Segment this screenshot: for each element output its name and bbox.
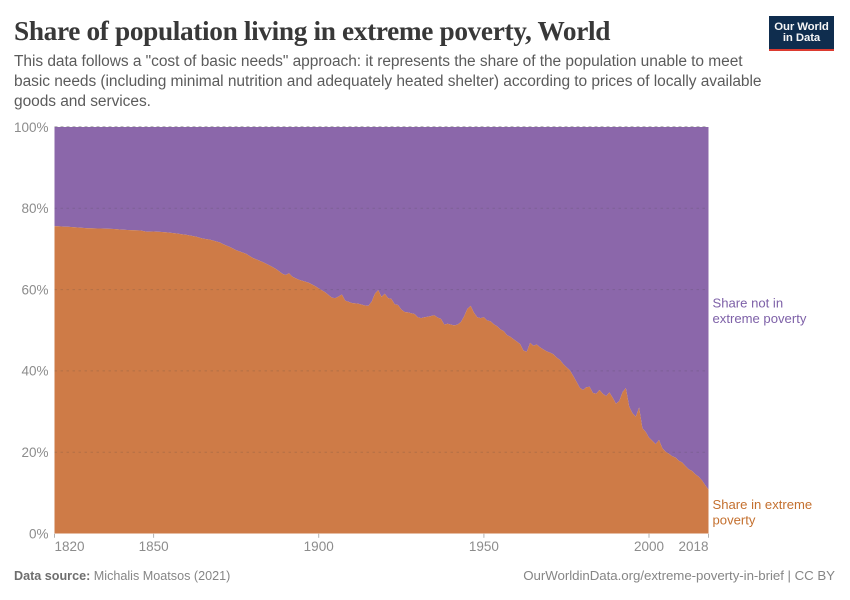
svg-text:1820: 1820 <box>55 539 85 554</box>
svg-text:1950: 1950 <box>469 539 499 554</box>
svg-text:2018: 2018 <box>678 539 708 554</box>
svg-text:80%: 80% <box>21 201 48 216</box>
svg-text:Share in extreme: Share in extreme <box>713 497 813 512</box>
svg-text:40%: 40% <box>21 364 48 379</box>
svg-text:Share not in: Share not in <box>713 296 784 311</box>
svg-text:100%: 100% <box>14 120 49 135</box>
svg-text:0%: 0% <box>29 526 49 541</box>
svg-text:1900: 1900 <box>304 539 334 554</box>
svg-text:20%: 20% <box>21 445 48 460</box>
svg-text:2000: 2000 <box>634 539 664 554</box>
svg-text:extreme poverty: extreme poverty <box>713 311 807 326</box>
svg-text:60%: 60% <box>21 282 48 297</box>
svg-text:poverty: poverty <box>713 513 756 528</box>
svg-text:1850: 1850 <box>139 539 169 554</box>
